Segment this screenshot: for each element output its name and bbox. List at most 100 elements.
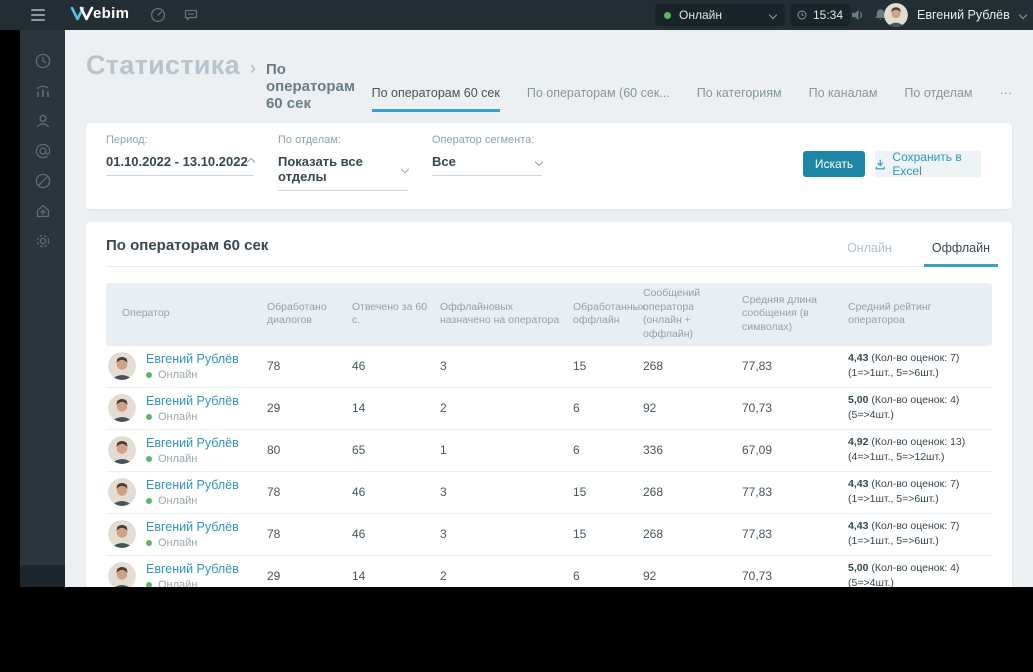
visitors-icon[interactable] <box>28 106 58 136</box>
export-excel-button[interactable]: Сохранить в Excel <box>875 150 981 178</box>
rating-count: (Кол-во оценок: 13) <box>871 435 966 448</box>
sidebar-footer <box>20 565 65 587</box>
user-name: Евгений Рублёв <box>917 8 1010 22</box>
operator-status-label: Онлайн <box>158 536 198 549</box>
rating-count: (Кол-во оценок: 4) <box>871 393 960 406</box>
avatar <box>884 3 908 27</box>
user-menu[interactable]: Евгений Рублёв <box>884 0 1028 30</box>
chevron-down-icon <box>1018 10 1028 20</box>
operator-cell: Евгений Рублёв Онлайн <box>106 352 267 381</box>
rating-value: 4,43 <box>848 519 869 532</box>
table-row[interactable]: Евгений Рублёв Онлайн 29 14 2 6 92 <box>106 556 992 587</box>
column-header: Средний рейтинг оператороа <box>848 300 932 327</box>
cell-avg-length: 70,73 <box>742 569 773 584</box>
cell-offline-handled: 6 <box>573 401 580 416</box>
departments-label: По отделам: <box>278 134 341 146</box>
operator-avatar <box>108 394 136 423</box>
toggle-offline[interactable]: Оффлайн <box>923 241 999 267</box>
cell-offline-assigned: 2 <box>440 569 447 584</box>
cell-answered-60s: 65 <box>352 443 366 458</box>
rating-value: 4,43 <box>848 351 869 364</box>
cell-answered-60s: 46 <box>352 485 366 500</box>
cell-messages: 92 <box>643 569 657 584</box>
table-row[interactable]: Евгений Рублёв Онлайн 80 65 1 6 336 <box>106 430 992 472</box>
hamburger-menu-icon[interactable] <box>31 9 45 24</box>
page-header: Статистика › По операторам 60 сек По опе… <box>65 30 1033 112</box>
tab-by-categories[interactable]: По категориям <box>696 86 782 100</box>
column-header: Обработано диалогов <box>267 300 327 327</box>
cell-offline-handled: 6 <box>573 443 580 458</box>
settings-icon[interactable] <box>28 226 58 256</box>
online-status-label: Онлайн <box>679 8 722 22</box>
table-header-row: Оператор Обработано диалогов Отвечено за 6… <box>106 283 992 346</box>
operator-name-link[interactable]: Евгений Рублёв <box>146 477 239 492</box>
tab-by-operators-60s-alt[interactable]: По операторам (60 сек... <box>526 86 670 100</box>
column-header: Обработанных оффлайн <box>573 300 646 327</box>
sidebar <box>20 30 65 565</box>
session-timer[interactable]: 15:34 <box>790 4 850 26</box>
column-header: Средняя длина сообщения (в символах) <box>742 293 818 334</box>
breadcrumb: По операторам 60 сек <box>265 61 355 112</box>
operator-name-link[interactable]: Евгений Рублёв <box>146 393 239 408</box>
rating-count: (Кол-во оценок: 7) <box>871 351 960 364</box>
table-row[interactable]: Евгений Рублёв Онлайн 78 46 3 15 268 <box>106 514 992 556</box>
cell-avg-length: 67,09 <box>742 443 773 458</box>
segment-select[interactable]: Все <box>432 154 544 176</box>
operator-cell: Евгений Рублёв Онлайн <box>106 394 267 423</box>
operator-name-link[interactable]: Евгений Рублёв <box>146 519 239 534</box>
report-panel: По операторам 60 сек Онлайн Оффлайн Опер… <box>86 222 1012 587</box>
rating-value: 5,00 <box>848 561 869 574</box>
tab-by-departments[interactable]: По отделам <box>904 86 973 100</box>
tab-more[interactable]: ··· <box>999 86 1013 100</box>
table-row[interactable]: Евгений Рублёв Онлайн 78 46 3 15 268 <box>106 346 992 388</box>
period-field: Период: 01.10.2022 - 13.10.2022 <box>106 134 256 198</box>
dashboard-icon[interactable] <box>150 7 166 23</box>
table-row[interactable]: Евгений Рублёв Онлайн 78 46 3 15 268 <box>106 472 992 514</box>
cell-offline-assigned: 1 <box>440 443 447 458</box>
operator-cell: Евгений Рублёв Онлайн <box>106 436 267 465</box>
cell-messages: 268 <box>643 359 664 374</box>
cell-answered-60s: 46 <box>352 527 366 542</box>
chevron-up-icon <box>246 157 256 166</box>
bell-icon[interactable] <box>874 8 887 22</box>
operator-name-link[interactable]: Евгений Рублёв <box>146 351 239 366</box>
history-icon[interactable] <box>28 46 58 76</box>
cell-dialogs: 78 <box>267 485 281 500</box>
cell-rating: 4,43 (Кол-во оценок: 7) (1=>1шт., 5=>6шт… <box>848 351 992 381</box>
report-tabs: По операторам 60 сек По операторам (60 с… <box>371 86 1013 112</box>
apps-icon[interactable] <box>28 196 58 226</box>
cell-dialogs: 80 <box>267 443 281 458</box>
departments-select[interactable]: Показать все отделы <box>278 154 410 191</box>
chat-icon[interactable] <box>183 7 199 23</box>
rating-count: (Кол-во оценок: 7) <box>871 477 960 490</box>
operator-status-label: Онлайн <box>158 368 198 381</box>
operator-status-label: Онлайн <box>158 410 198 423</box>
cell-offline-handled: 15 <box>573 527 587 542</box>
statistics-icon[interactable] <box>28 76 58 106</box>
period-input[interactable]: 01.10.2022 - 13.10.2022 <box>106 154 256 176</box>
online-status-dropdown[interactable]: Онлайн <box>655 4 785 26</box>
table-row[interactable]: Евгений Рублёв Онлайн 29 14 2 6 92 <box>106 388 992 430</box>
operator-name-link[interactable]: Евгений Рублёв <box>146 435 239 450</box>
search-button[interactable]: Искать <box>803 151 865 177</box>
cell-answered-60s: 14 <box>352 569 366 584</box>
toggle-online[interactable]: Онлайн <box>847 241 892 255</box>
speaker-icon[interactable] <box>851 8 866 22</box>
banned-icon[interactable] <box>28 166 58 196</box>
cell-dialogs: 78 <box>267 359 281 374</box>
online-dot-icon <box>146 455 152 462</box>
tab-by-channels[interactable]: По каналам <box>808 86 878 100</box>
period-label: Период: <box>106 134 148 146</box>
mentions-icon[interactable] <box>28 136 58 166</box>
operator-name-link[interactable]: Евгений Рублёв <box>146 561 239 576</box>
tab-by-operators-60s[interactable]: По операторам 60 сек <box>371 86 500 112</box>
cell-offline-handled: 15 <box>573 359 587 374</box>
column-header: Оффлайновых назначено на оператора <box>440 300 560 327</box>
cell-rating: 5,00 (Кол-во оценок: 4) (5=>4шт.) <box>848 561 992 587</box>
cell-offline-handled: 6 <box>573 569 580 584</box>
cell-dialogs: 78 <box>267 527 281 542</box>
operator-avatar <box>108 520 136 549</box>
operator-status-label: Онлайн <box>158 452 198 465</box>
operator-avatar <box>108 352 136 381</box>
export-excel-label: Сохранить в Excel <box>892 150 962 178</box>
